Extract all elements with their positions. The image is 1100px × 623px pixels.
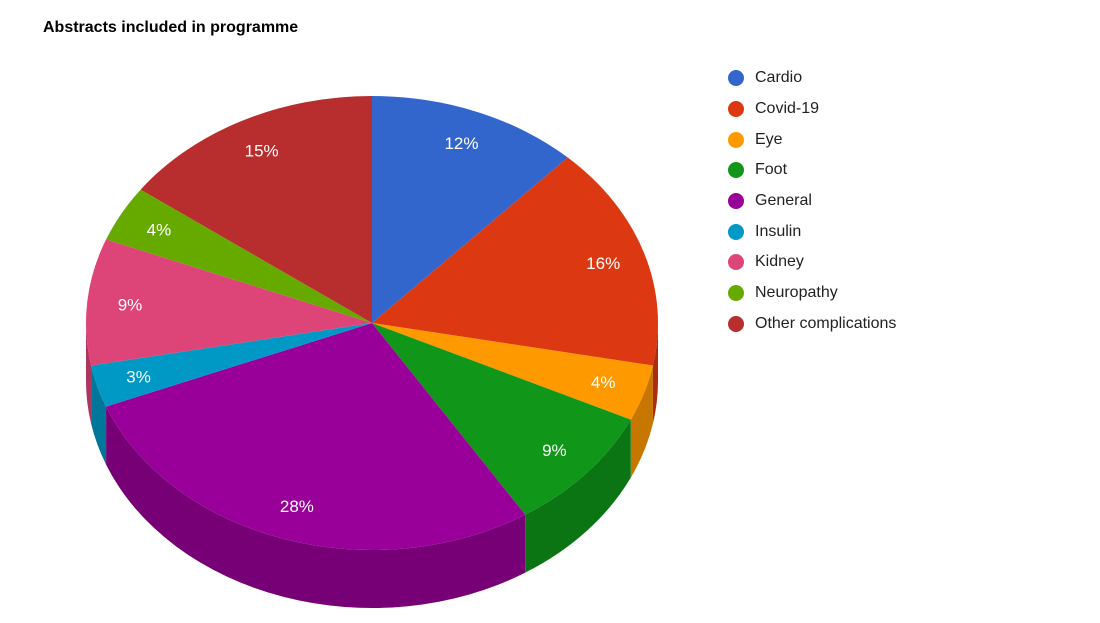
- pie-slice-side-kidney: [86, 323, 92, 424]
- pie-slice-side-covid-19: [652, 323, 658, 424]
- slice-label-neuropathy: 4%: [147, 221, 172, 240]
- chart-title: Abstracts included in programme: [43, 19, 299, 36]
- legend-label: General: [755, 192, 812, 210]
- legend-swatch-icon: [728, 101, 744, 118]
- slice-label-foot: 9%: [542, 441, 567, 460]
- pie-slice-side-general: [106, 406, 526, 608]
- legend-item-general[interactable]: General: [728, 186, 896, 217]
- slice-label-other-complications: 15%: [245, 142, 279, 161]
- pie-slice-kidney[interactable]: [85, 239, 372, 366]
- legend-label: Neuropathy: [755, 284, 838, 302]
- legend-swatch-icon: [728, 285, 744, 302]
- pie-slice-side-eye: [630, 365, 653, 478]
- pie-slice-foot[interactable]: [372, 323, 631, 515]
- slice-label-general: 28%: [280, 497, 314, 516]
- legend-item-cardio[interactable]: Cardio: [728, 63, 896, 94]
- pie-slice-side-foot: [525, 419, 631, 573]
- legend-label: Insulin: [755, 222, 802, 240]
- legend-swatch-icon: [728, 223, 744, 240]
- legend-swatch-icon: [728, 70, 744, 87]
- pie-slice-side-insulin: [91, 365, 107, 465]
- legend-item-foot[interactable]: Foot: [728, 155, 896, 186]
- legend-label: Cardio: [755, 69, 803, 87]
- chart-legend: Cardio Covid-19 Eye Foot General Insulin Kidne…: [728, 63, 896, 339]
- legend-swatch-icon: [728, 315, 744, 332]
- legend-label: Foot: [755, 161, 788, 179]
- legend-label: Other complications: [755, 314, 897, 332]
- legend-label: Covid-19: [755, 100, 820, 118]
- legend-item-insulin[interactable]: Insulin: [728, 216, 896, 247]
- legend-item-neuropathy[interactable]: Neuropathy: [728, 278, 896, 309]
- pie-slice-other-complications[interactable]: [140, 95, 372, 323]
- pie-slice-cardio[interactable]: [372, 96, 568, 323]
- legend-swatch-icon: [728, 162, 744, 179]
- legend-swatch-icon: [728, 131, 744, 148]
- pie-slice-covid-19[interactable]: [372, 157, 658, 366]
- legend-swatch-icon: [728, 193, 744, 210]
- pie-slice-insulin[interactable]: [91, 323, 372, 407]
- legend-item-covid-19[interactable]: Covid-19: [728, 94, 896, 125]
- slice-label-covid-19: 16%: [586, 254, 620, 273]
- slice-label-kidney: 9%: [118, 295, 143, 314]
- legend-item-other-complications[interactable]: Other complications: [728, 309, 896, 340]
- pie-slice-neuropathy[interactable]: [106, 189, 372, 323]
- slice-label-insulin: 3%: [126, 367, 151, 386]
- legend-item-kidney[interactable]: Kidney: [728, 247, 896, 278]
- slice-label-eye: 4%: [591, 373, 616, 392]
- pie-slice-eye[interactable]: [372, 323, 653, 420]
- legend-item-eye[interactable]: Eye: [728, 124, 896, 155]
- legend-swatch-icon: [728, 254, 744, 271]
- slice-label-cardio: 12%: [444, 134, 478, 153]
- legend-label: Kidney: [755, 253, 804, 271]
- legend-label: Eye: [755, 130, 783, 148]
- pie-slice-general[interactable]: [106, 323, 526, 550]
